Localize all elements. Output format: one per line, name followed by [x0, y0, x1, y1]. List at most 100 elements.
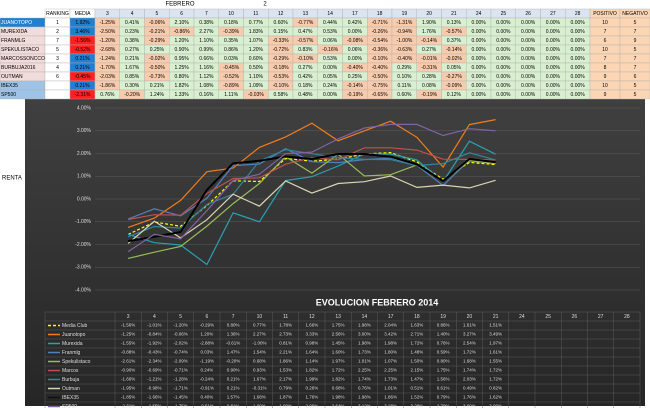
series-line	[127, 148, 496, 238]
cell-text: 0.21%	[75, 65, 90, 71]
cell-text: -0.08%	[347, 38, 363, 44]
data-label: 1.76%	[463, 395, 476, 400]
data-label: -0.06%	[173, 332, 187, 337]
x-tick-label: 26	[572, 314, 578, 320]
data-label: 0.26%	[305, 386, 318, 391]
data-label: 0.24%	[200, 368, 213, 373]
x-tick-label: 19	[440, 314, 446, 320]
data-label: 0.21%	[227, 386, 240, 391]
cell-text: 0.00%	[571, 65, 586, 71]
y-tick-label: 4.00%	[77, 105, 92, 111]
x-tick-label: 20	[467, 314, 473, 320]
data-label: -0.88%	[121, 350, 135, 355]
cell-text: 0.00%	[348, 29, 363, 35]
data-label: 1.67%	[253, 377, 266, 382]
data-label: -1.85%	[121, 395, 135, 400]
data-label: 0.77%	[253, 323, 266, 328]
cell-text: 0.25%	[150, 47, 165, 53]
header-text: 26	[525, 11, 531, 17]
data-label: 3.28%	[410, 404, 423, 408]
data-label: 1.36%	[227, 332, 240, 337]
data-label: 1.72%	[489, 368, 502, 373]
cell-text: 0.00%	[571, 20, 586, 26]
data-label: -1.19%	[200, 359, 214, 364]
cell-text: 6	[634, 74, 637, 80]
data-label: 3.09%	[463, 404, 476, 408]
cell	[619, 89, 650, 100]
cell-text: 0.42%	[348, 20, 363, 26]
data-label: -0.84%	[147, 332, 161, 337]
cell-text: 1.76%	[422, 29, 437, 35]
series-line	[127, 175, 496, 244]
y-tick-label: -2.00%	[75, 242, 91, 248]
legend-label: IBEX35	[62, 395, 79, 401]
cell-text: -0.36%	[372, 47, 388, 53]
cell-text: 2	[56, 29, 59, 35]
cell-text: 1.20%	[175, 38, 190, 44]
data-label: 3.00%	[358, 332, 371, 337]
data-label: -0.71%	[173, 368, 187, 373]
data-label: 1.07%	[384, 359, 397, 364]
header-text: 14	[327, 11, 333, 17]
cell-text: -0.40%	[396, 56, 412, 62]
data-label: -1.45%	[173, 395, 187, 400]
cell-text: -0.26%	[372, 29, 388, 35]
cell-text: -1.25%	[99, 20, 115, 26]
data-label: 1.82%	[305, 368, 318, 373]
cell-text: -0.29%	[273, 56, 289, 62]
cell-text: IBEX35	[1, 83, 18, 89]
cell-text: 0.00%	[521, 47, 536, 53]
cell-text: 0.11%	[397, 83, 411, 89]
data-label: -0.69%	[147, 368, 161, 373]
data-label: 1.97%	[489, 341, 502, 346]
cell-text: 1.24%	[150, 92, 165, 98]
data-label: -1.25%	[121, 332, 135, 337]
data-label: 1.72%	[332, 368, 345, 373]
cell-text: 0.00%	[496, 38, 511, 44]
cell-text: -0.86%	[174, 29, 190, 35]
cell-text: 2.10%	[175, 20, 190, 26]
cell-text: 1.08%	[199, 83, 214, 89]
data-label: 0.82%	[489, 386, 502, 391]
data-label: 1.47%	[227, 350, 240, 355]
data-label: -1.66%	[121, 377, 135, 382]
data-label: 2.56%	[332, 332, 345, 337]
data-label: 1.72%	[489, 377, 502, 382]
cell-text: 0.00%	[571, 83, 586, 89]
data-label: 1.68%	[463, 359, 476, 364]
cell-text: 0.00%	[546, 74, 561, 80]
cell-text: 0.23%	[125, 29, 140, 35]
cell-text: 10	[602, 47, 608, 53]
cell-text: 0.00%	[546, 65, 561, 71]
data-label: 1.51%	[489, 323, 502, 328]
header-text: 5	[155, 11, 158, 17]
cell-text: -0.29%	[149, 38, 165, 44]
header-text: 12	[278, 11, 284, 17]
data-label: 2.06%	[305, 404, 318, 408]
x-tick-label: 27	[598, 314, 604, 320]
data-label: 1.62%	[489, 395, 502, 400]
data-label: -0.31%	[252, 386, 266, 391]
cell-text: 0.53%	[323, 29, 338, 35]
data-label: 0.49%	[463, 386, 476, 391]
data-label: 2.03%	[463, 377, 476, 382]
cell-text: 0.41%	[125, 20, 140, 26]
data-label: -0.91%	[200, 386, 214, 391]
cell-text: -0.45%	[223, 65, 239, 71]
data-label: 0.76%	[437, 341, 450, 346]
cell-text: -0.14%	[347, 83, 363, 89]
cell-text: 5	[634, 47, 637, 53]
x-tick-label: 5	[179, 314, 182, 320]
cell-text: -1.20%	[99, 38, 115, 44]
cell-text: 0.00%	[472, 65, 487, 71]
cell-text: -0.50%	[149, 65, 165, 71]
cell-text: -0.52%	[223, 74, 239, 80]
cell-text: 0.16%	[199, 92, 214, 98]
cell-text: 1.12%	[199, 74, 214, 80]
data-label: 0.40%	[200, 395, 213, 400]
y-tick-label: -4.00%	[75, 287, 91, 293]
cell-text: -1.86%	[99, 83, 115, 89]
cell-text: 6	[604, 38, 607, 44]
legend-label: Outman	[62, 386, 80, 392]
cell-text: 0.00%	[496, 47, 511, 53]
